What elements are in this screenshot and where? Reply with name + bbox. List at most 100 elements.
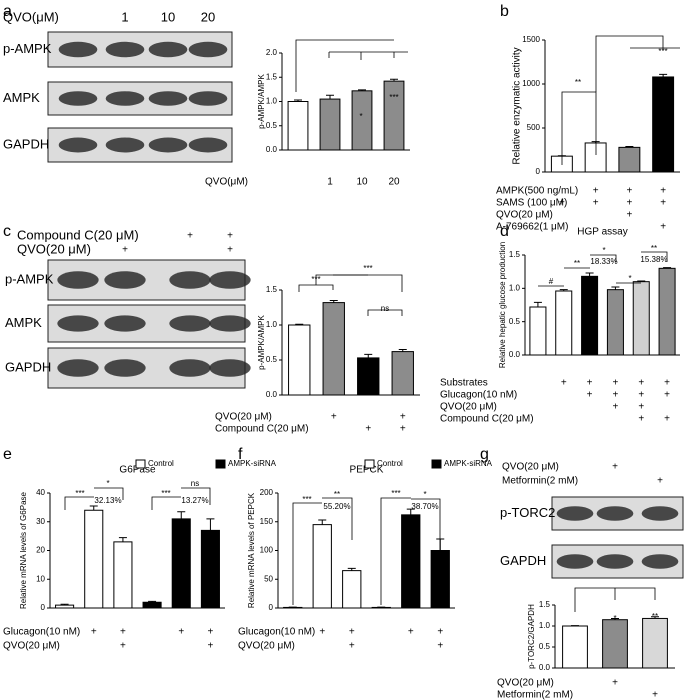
condition-mark: + [593,198,599,209]
significance-bracket [380,497,411,605]
annotation: *** [391,489,400,498]
x-tick-label: 20 [388,177,400,188]
condition-label: QVO(20 μM) [3,641,60,652]
blot-band [148,137,188,153]
condition-label: Glucagon(10 nM) [238,627,315,638]
treatment-mark: + [227,231,233,242]
blot-band [57,271,99,289]
dose-label: 10 [161,9,175,24]
blot-band [641,506,679,521]
condition-label: Substrates [440,378,488,389]
bar [391,351,414,396]
blot-band [169,359,211,377]
error-bar [398,349,407,352]
y-tick-label: 1.0 [509,283,521,292]
condition-label: QVO(20 μM) [496,210,553,221]
bar [288,324,311,396]
y-tick-label: 0.0 [266,145,278,154]
y-tick-label: 500 [527,123,541,132]
y-tick-label: 50 [264,574,273,583]
annotation: *** [302,495,311,504]
blot-band [104,315,146,332]
y-tick-label: 200 [260,488,274,497]
treatment-label: QVO(μM) [3,9,59,24]
condition-mark: + [319,627,325,638]
condition-mark: + [331,412,337,423]
bar [357,357,380,396]
x-axis-label: QVO(μM) [205,177,248,188]
y-tick-label: 0.0 [266,390,278,399]
panel-letter: c [3,223,11,240]
error-bar [390,78,398,82]
condition-mark: + [626,210,632,221]
bar [401,514,421,609]
y-axis-label: Relative mRNA levels of G6Pase [19,491,28,608]
significance-bracket [151,496,181,510]
treatment-mark: + [657,476,663,487]
condition-mark: + [408,627,414,638]
annotation: *** [363,264,372,273]
condition-mark: + [365,424,371,435]
y-tick-label: 1.5 [509,250,521,259]
blot-band [104,271,146,289]
error-bar [148,600,157,603]
condition-label: QVO(20 μM) [497,678,554,689]
error-bar [295,323,304,325]
blot-band [596,506,634,521]
treatment-label: Metformin(2 mM) [502,476,578,487]
y-tick-label: 0.0 [539,663,551,672]
bar [113,541,133,609]
error-bar [651,616,659,619]
blot-band [104,359,146,377]
legend-label: AMPK-siRNA [228,459,277,468]
error-bar [663,267,672,269]
bar [529,306,547,356]
x-tick-label: 1 [327,177,333,188]
error-bar [406,508,415,515]
condition-mark: + [638,390,644,401]
blot-band [57,359,99,377]
y-tick-label: 1.0 [539,621,551,630]
condition-mark: + [626,186,632,197]
blot-band [188,41,228,58]
error-bar [177,511,186,519]
annotation: # [549,277,554,286]
legend-label: AMPK-siRNA [444,459,493,468]
annotation: ** [574,259,580,268]
annotation: * [602,246,605,255]
condition-label: SAMS (100 μM) [496,198,567,209]
condition-label: Compound C(20 μM) [215,424,309,435]
treatment-mark: + [122,245,128,256]
condition-mark: + [207,641,213,652]
condition-label: QVO(20 μM) [238,641,295,652]
y-tick-label: 0.5 [266,121,278,130]
condition-label: A-769662(1 μM) [496,222,568,233]
bar [200,529,220,609]
condition-mark: + [593,186,599,197]
condition-label: Metformin(2 mM) [497,690,573,700]
y-tick-label: 0 [269,603,274,612]
y-tick-label: 1.0 [266,97,278,106]
legend-swatch [215,459,226,469]
x-tick-label: 10 [356,177,368,188]
bar [55,604,75,609]
bar [562,625,588,669]
blot-band [105,91,145,106]
panel-letter: f [238,446,243,463]
band-label: p-TORC2 [500,505,555,520]
treatment-label: QVO(20 μM) [17,241,91,256]
significance-bracket [64,496,94,510]
condition-mark: + [120,641,126,652]
significance-bracket [595,35,664,92]
blot-band [209,271,251,289]
condition-mark: + [652,690,658,700]
bar [618,146,641,173]
panel-letter: b [500,3,509,20]
condition-mark: + [120,627,126,638]
condition-mark: + [178,627,184,638]
y-tick-label: 0 [536,167,541,176]
bar [555,290,573,356]
condition-mark: + [437,627,443,638]
condition-mark: + [660,222,666,233]
blot-band [169,315,211,332]
